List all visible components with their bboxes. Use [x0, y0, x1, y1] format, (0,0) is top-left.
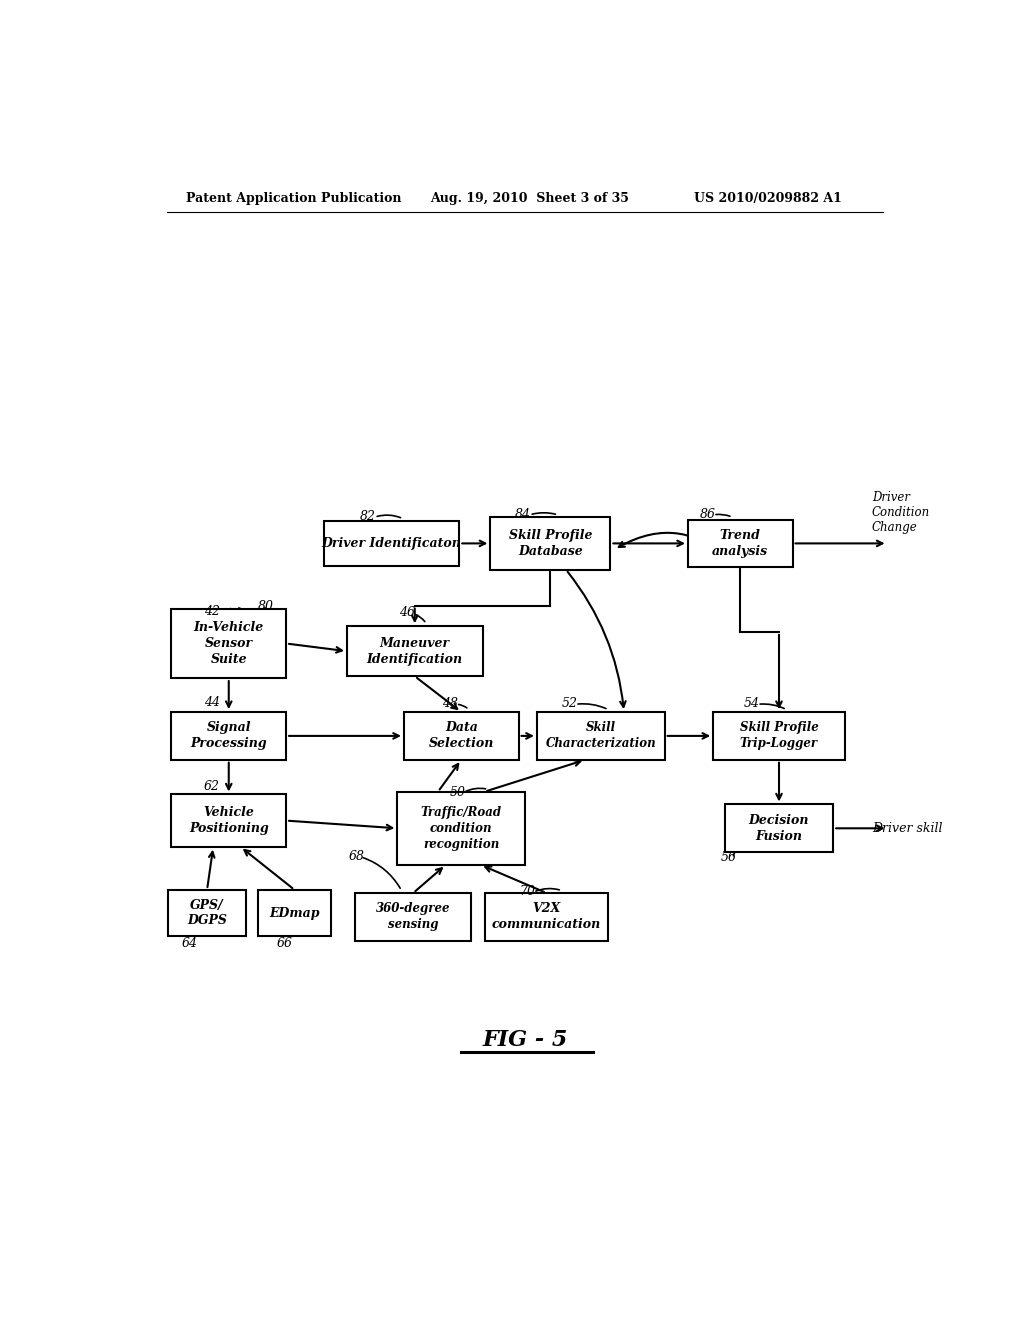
- Text: 80: 80: [258, 601, 274, 612]
- Text: 360-degree
sensing: 360-degree sensing: [376, 903, 451, 932]
- Text: Vehicle
Positioning: Vehicle Positioning: [188, 807, 268, 836]
- FancyBboxPatch shape: [688, 520, 793, 568]
- Text: Skill Profile
Trip-Logger: Skill Profile Trip-Logger: [739, 722, 818, 750]
- Text: 66: 66: [276, 937, 293, 950]
- Text: 70: 70: [520, 884, 536, 898]
- Text: Aug. 19, 2010  Sheet 3 of 35: Aug. 19, 2010 Sheet 3 of 35: [430, 191, 629, 205]
- Text: Skill Profile
Database: Skill Profile Database: [509, 529, 592, 558]
- Text: 56: 56: [721, 851, 736, 865]
- Text: 64: 64: [182, 937, 198, 950]
- FancyBboxPatch shape: [537, 711, 665, 760]
- Text: 86: 86: [699, 508, 716, 520]
- Text: Data
Selection: Data Selection: [429, 722, 494, 750]
- FancyBboxPatch shape: [355, 892, 471, 941]
- FancyBboxPatch shape: [490, 517, 610, 570]
- Text: V2X
communication: V2X communication: [492, 903, 601, 932]
- Text: GPS/
DGPS: GPS/ DGPS: [187, 899, 227, 928]
- FancyBboxPatch shape: [485, 892, 607, 941]
- Text: FIG - 5: FIG - 5: [482, 1030, 567, 1051]
- Text: 54: 54: [743, 697, 760, 710]
- Text: Driver
Condition
Change: Driver Condition Change: [872, 491, 930, 535]
- Text: 52: 52: [562, 697, 578, 710]
- Text: 48: 48: [442, 697, 459, 710]
- Text: 82: 82: [360, 510, 376, 523]
- FancyBboxPatch shape: [168, 890, 246, 936]
- Text: Skill
Characterization: Skill Characterization: [546, 722, 656, 750]
- Text: In-Vehicle
Sensor
Suite: In-Vehicle Sensor Suite: [194, 620, 264, 667]
- FancyBboxPatch shape: [171, 711, 286, 760]
- Text: 68: 68: [348, 850, 365, 862]
- Text: Trend
analysis: Trend analysis: [712, 529, 768, 558]
- Text: Traffic/Road
condition
recognition: Traffic/Road condition recognition: [421, 805, 502, 851]
- FancyBboxPatch shape: [258, 890, 332, 936]
- FancyBboxPatch shape: [324, 521, 460, 566]
- Text: 62: 62: [204, 780, 220, 793]
- FancyBboxPatch shape: [713, 711, 845, 760]
- FancyBboxPatch shape: [403, 711, 518, 760]
- Text: 42: 42: [204, 605, 220, 618]
- Text: Driver skill: Driver skill: [872, 822, 942, 834]
- Text: Decision
Fusion: Decision Fusion: [749, 814, 809, 842]
- Text: 84: 84: [515, 508, 531, 520]
- Text: 44: 44: [204, 696, 220, 709]
- FancyBboxPatch shape: [725, 804, 834, 853]
- Text: Driver Identificaton: Driver Identificaton: [322, 537, 462, 550]
- Text: 50: 50: [450, 785, 465, 799]
- Text: Patent Application Publication: Patent Application Publication: [186, 191, 401, 205]
- FancyBboxPatch shape: [171, 609, 286, 678]
- Text: Maneuver
Identification: Maneuver Identification: [367, 636, 463, 665]
- FancyBboxPatch shape: [347, 626, 482, 676]
- Text: Signal
Processing: Signal Processing: [190, 722, 267, 750]
- Text: EDmap: EDmap: [269, 907, 319, 920]
- FancyBboxPatch shape: [397, 792, 525, 865]
- Text: 46: 46: [399, 606, 415, 619]
- FancyBboxPatch shape: [171, 795, 286, 847]
- Text: US 2010/0209882 A1: US 2010/0209882 A1: [693, 191, 842, 205]
